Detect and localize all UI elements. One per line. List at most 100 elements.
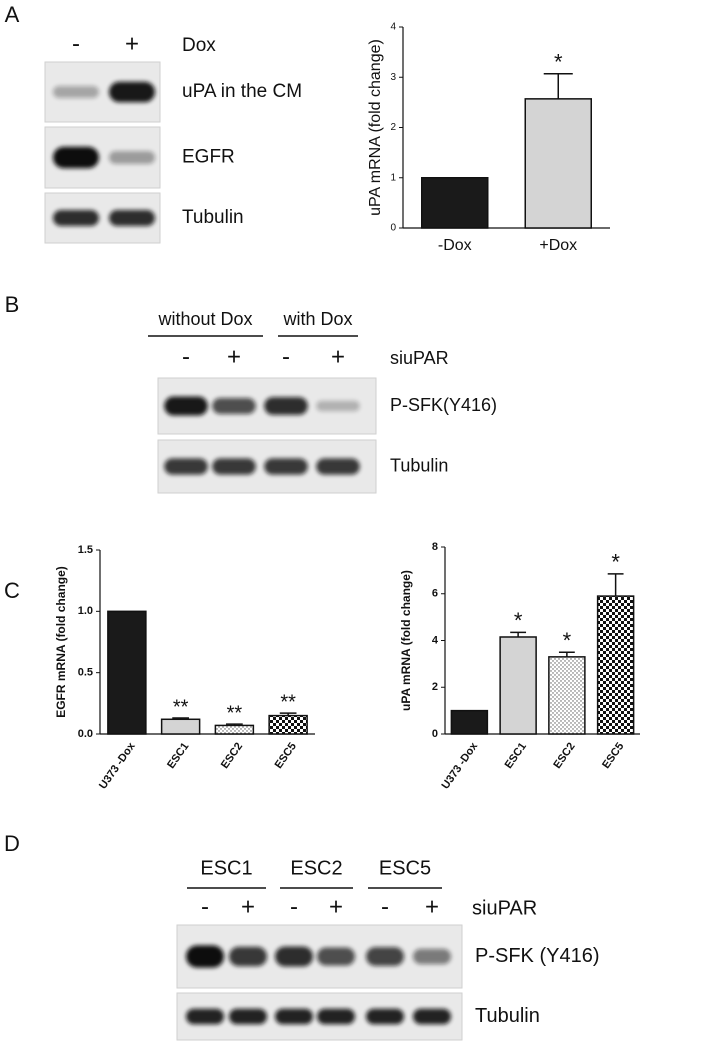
blot-band (316, 400, 360, 412)
blot-band (229, 946, 267, 967)
y-tick-label: 1.5 (78, 544, 93, 556)
x-tick-label: ESC1 (165, 741, 191, 771)
blot-band (109, 210, 155, 226)
y-axis-label: uPA mRNA (fold change) (399, 570, 413, 711)
x-tick-label: U373 -Dox (97, 740, 138, 792)
lane-sign: - (201, 893, 209, 920)
blot-band (366, 947, 404, 966)
group-label: ESC5 (379, 857, 431, 879)
error-bar (279, 712, 297, 716)
blot-band (164, 396, 208, 416)
panel-label: B (5, 292, 20, 317)
x-tick-label: -Dox (438, 237, 472, 254)
blot-band (109, 81, 155, 103)
group-label: without Dox (157, 309, 252, 329)
bar (548, 656, 586, 735)
blot-band (53, 86, 99, 98)
significance-mark: * (611, 550, 620, 575)
blot-band (275, 946, 313, 967)
bar (524, 98, 592, 229)
lane-sign: + (425, 893, 439, 920)
blot-band (164, 458, 208, 475)
blot-row-label: Tubulin (475, 1005, 540, 1027)
blot-band (186, 945, 224, 968)
bar (421, 177, 489, 229)
lane-sign: - (381, 893, 389, 920)
blot-band (413, 1008, 451, 1025)
blot-band (264, 458, 308, 475)
blot-band (264, 397, 308, 415)
lane-sign: + (227, 343, 241, 370)
blot-row-label: uPA in the CM (182, 81, 302, 102)
group-label: ESC2 (290, 857, 342, 879)
bar (214, 724, 255, 735)
y-tick-label: 3 (390, 72, 396, 83)
blot-band (413, 948, 451, 965)
lane-sign: + (331, 343, 345, 370)
y-tick-label: 2 (432, 681, 438, 693)
y-tick-label: 4 (390, 22, 396, 33)
x-tick-label: U373 -Dox (440, 740, 481, 792)
x-tick-label: ESC5 (273, 741, 299, 771)
blot-band (366, 1008, 404, 1025)
error-bar (558, 651, 575, 657)
bar (268, 714, 308, 735)
panel-label: D (4, 831, 20, 856)
blot-band (229, 1008, 267, 1025)
group-label: ESC1 (200, 857, 252, 879)
x-tick-label: ESC1 (503, 741, 529, 771)
y-axis-label: EGFR mRNA (fold change) (54, 566, 68, 718)
y-tick-label: 6 (432, 588, 438, 600)
significance-mark: ** (173, 696, 189, 718)
error-bar (510, 631, 527, 637)
group-label: with Dox (282, 309, 352, 329)
significance-mark: * (563, 628, 572, 653)
lane-sign: + (125, 30, 139, 57)
y-axis-label: uPA mRNA (fold change) (367, 39, 384, 216)
blot-row-label: P-SFK(Y416) (390, 395, 497, 415)
y-tick-label: 0 (432, 728, 438, 740)
lane-sign: - (72, 30, 80, 57)
significance-mark: ** (227, 702, 243, 724)
blot-band (317, 1008, 355, 1025)
blot-band (275, 1008, 313, 1025)
blot-band (212, 397, 256, 415)
blot-band (317, 947, 355, 966)
y-tick-label: 0 (390, 223, 396, 234)
y-tick-label: 0.0 (78, 728, 93, 740)
y-tick-label: 8 (432, 541, 438, 553)
error-bar (226, 723, 243, 726)
x-tick-label: ESC2 (219, 741, 245, 771)
bar (596, 595, 635, 735)
blot-band (212, 458, 256, 475)
significance-mark: * (554, 50, 563, 75)
x-tick-label: ESC5 (600, 741, 626, 771)
blot-row-label: EGFR (182, 147, 235, 168)
blot-row-label: Tubulin (390, 455, 448, 475)
y-tick-label: 4 (432, 634, 439, 646)
y-tick-label: 1 (390, 172, 396, 183)
lane-sign: - (182, 343, 190, 370)
error-bar (543, 72, 573, 99)
blot-band (316, 458, 360, 475)
blot-band (186, 1008, 224, 1025)
y-tick-label: 1.0 (78, 605, 93, 617)
treatment-label: siuPAR (472, 897, 537, 919)
treatment-label: siuPAR (390, 348, 449, 368)
blot-band (109, 151, 155, 164)
blot-band (53, 210, 99, 226)
treatment-label: Dox (182, 35, 216, 56)
bar (160, 718, 201, 735)
panel-label: C (4, 578, 20, 603)
y-tick-label: 2 (390, 122, 396, 133)
error-bar (607, 573, 624, 597)
bar (450, 709, 489, 735)
bar (499, 636, 537, 735)
significance-mark: * (514, 608, 523, 633)
bar (107, 610, 147, 735)
lane-sign: + (241, 893, 255, 920)
panel-label: A (5, 2, 20, 27)
error-bar (172, 717, 189, 720)
